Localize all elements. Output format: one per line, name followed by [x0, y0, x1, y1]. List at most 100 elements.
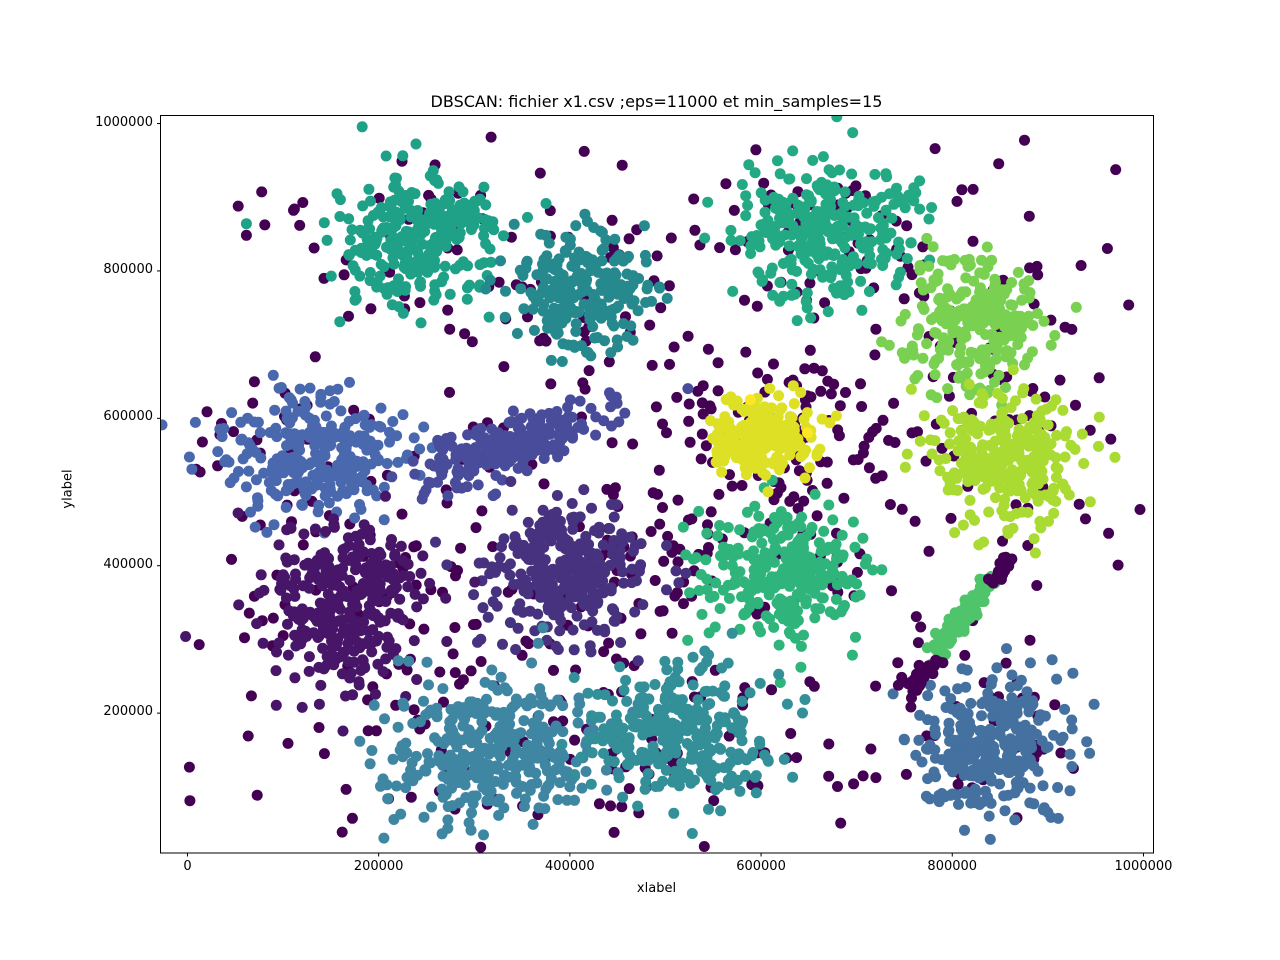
- data-point: [652, 703, 664, 715]
- data-point: [866, 236, 878, 248]
- data-point: [930, 627, 941, 639]
- data-point: [1015, 674, 1027, 686]
- data-point: [538, 790, 550, 802]
- data-point: [1064, 785, 1076, 797]
- data-point: [559, 245, 571, 257]
- data-point: [959, 370, 970, 382]
- data-point: [774, 443, 786, 455]
- data-point: [870, 680, 882, 692]
- data-point: [395, 540, 407, 552]
- data-point: [952, 683, 964, 695]
- data-point: [303, 665, 315, 677]
- data-point: [1078, 458, 1090, 469]
- data-point: [414, 716, 426, 728]
- data-point: [627, 438, 639, 450]
- data-point: [702, 196, 714, 208]
- data-point: [295, 638, 307, 650]
- data-point: [976, 586, 988, 598]
- data-point: [686, 513, 698, 525]
- data-point: [657, 775, 669, 787]
- data-point: [752, 598, 764, 610]
- data-point: [531, 738, 543, 750]
- data-point: [468, 204, 480, 216]
- data-point: [611, 742, 623, 754]
- data-point: [745, 452, 757, 464]
- data-point: [768, 191, 780, 203]
- data-point: [337, 725, 349, 737]
- data-point: [722, 522, 734, 533]
- data-point: [569, 341, 581, 353]
- data-point: [282, 649, 294, 661]
- data-point: [804, 462, 815, 474]
- data-point: [247, 397, 259, 409]
- data-point: [388, 572, 400, 584]
- data-point: [557, 338, 569, 350]
- data-point: [484, 794, 496, 806]
- data-point: [532, 637, 544, 649]
- data-point: [863, 431, 875, 443]
- data-point: [369, 449, 381, 461]
- data-point: [1037, 804, 1049, 816]
- data-point: [976, 453, 988, 465]
- data-point: [358, 660, 370, 672]
- data-point: [540, 335, 552, 347]
- data-point: [828, 378, 840, 390]
- data-point: [787, 145, 799, 157]
- data-point: [687, 651, 699, 663]
- data-point: [354, 499, 365, 510]
- data-point: [640, 776, 652, 788]
- data-point: [480, 283, 492, 295]
- data-point: [486, 706, 498, 718]
- data-point: [956, 184, 968, 196]
- data-point: [952, 611, 964, 623]
- data-point: [820, 269, 832, 281]
- data-point: [726, 480, 738, 492]
- data-point: [404, 239, 416, 251]
- data-point: [567, 516, 579, 528]
- data-point: [701, 527, 713, 539]
- data-point: [381, 779, 393, 791]
- data-point: [951, 292, 963, 304]
- data-point: [959, 824, 970, 836]
- data-point: [346, 224, 358, 236]
- data-point: [414, 277, 426, 289]
- data-point: [498, 361, 510, 373]
- data-point: [347, 598, 359, 610]
- data-point: [571, 610, 583, 622]
- data-point: [418, 695, 429, 707]
- data-point: [867, 564, 879, 576]
- data-point: [523, 766, 535, 778]
- data-point: [344, 234, 356, 246]
- data-point: [318, 663, 330, 675]
- data-point: [1046, 654, 1058, 666]
- data-point: [300, 625, 311, 637]
- data-point: [518, 747, 530, 759]
- data-point: [663, 280, 675, 292]
- data-point: [623, 759, 635, 771]
- data-point: [759, 206, 771, 218]
- data-point: [660, 764, 672, 776]
- data-point: [346, 812, 358, 824]
- data-point: [320, 526, 332, 537]
- data-point: [543, 737, 555, 749]
- data-point: [700, 440, 712, 452]
- data-point: [387, 416, 399, 427]
- data-point: [574, 395, 586, 407]
- data-point: [598, 415, 610, 427]
- data-point: [347, 689, 359, 701]
- data-point: [476, 505, 488, 517]
- data-point: [546, 725, 558, 737]
- data-point: [993, 369, 1005, 381]
- data-point: [328, 521, 340, 533]
- data-point: [343, 310, 354, 322]
- data-point: [548, 302, 560, 314]
- data-point: [893, 243, 905, 255]
- data-point: [473, 457, 485, 469]
- data-point: [654, 605, 666, 617]
- data-point: [808, 362, 820, 374]
- data-point: [754, 241, 766, 253]
- data-point: [816, 365, 828, 377]
- data-point: [1012, 782, 1024, 794]
- data-point: [545, 594, 557, 606]
- data-point: [683, 398, 695, 410]
